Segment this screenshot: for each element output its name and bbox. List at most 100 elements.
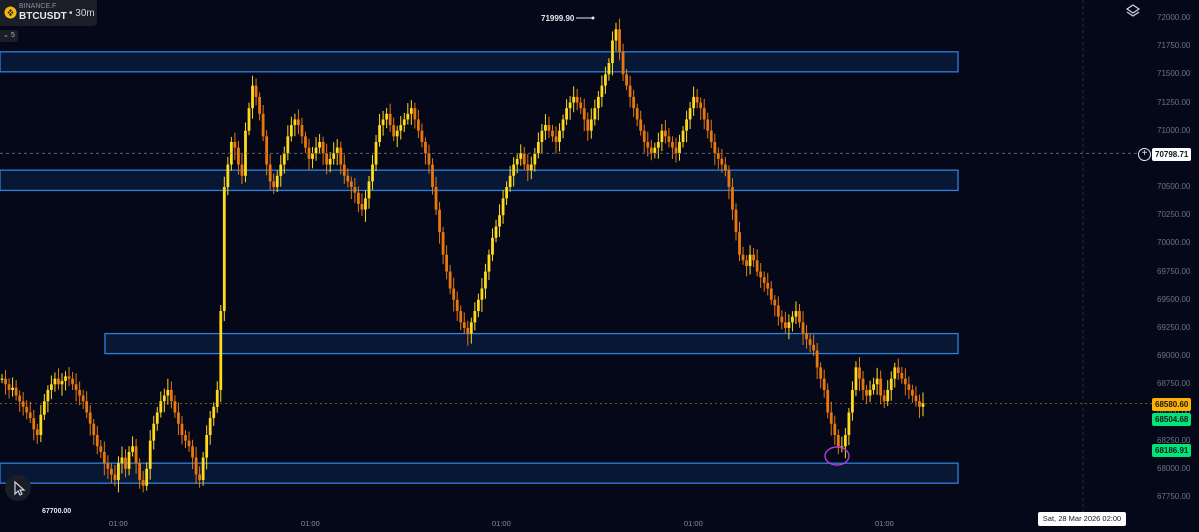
interval-label[interactable]: • 30m [69,8,95,19]
candle-body [131,446,134,452]
y-tick-label: 69250.00 [1157,322,1191,332]
candle-body [409,108,413,114]
candle-body [561,119,565,131]
candle-body [674,147,678,154]
candle-body [201,457,205,481]
candle-body [787,322,791,328]
candle-body [551,130,554,137]
candle-body [649,147,653,154]
candle-body [776,305,780,317]
candle-body [582,108,586,120]
candle-body [851,389,854,413]
layers-icon[interactable] [1124,3,1142,19]
candle-body [554,136,558,142]
candle-body [328,158,332,165]
candle-body [494,226,498,238]
candle-body [57,378,60,385]
x-tick-label: 01:00 [109,519,128,528]
candle-body [540,130,544,142]
candle-body [353,187,357,193]
candle-body [805,333,808,340]
candle-body [896,367,900,374]
low-label: 67700.00 [42,508,72,515]
candle-body [731,187,734,210]
candle-body [247,108,251,131]
candle-body [688,108,692,120]
candle-body [311,153,314,159]
symbol-label: BTCUSDT [19,11,67,22]
candle-body [261,113,265,137]
candle-body [81,395,85,402]
candle-body [92,423,96,436]
candle-body [349,181,353,188]
candle-body [205,435,209,458]
candle-body [293,119,297,126]
candle-body [318,141,321,148]
candle-body [388,113,392,126]
candle-body [607,63,611,75]
candle-body [858,367,861,379]
candle-body [371,164,374,182]
candle-body [692,96,696,109]
y-tick-label: 68500.00 [1157,407,1191,417]
candle-body [420,130,424,142]
y-tick-label: 70000.00 [1157,238,1191,248]
candle-body [117,463,120,481]
chevron-down-icon[interactable]: ⌄ [3,32,9,39]
candle-body [438,209,441,233]
candle-body [480,288,484,300]
candle-body [505,187,509,199]
candle-body [14,387,18,396]
last-price-tag: 68580.60 [1152,398,1192,411]
candle-body [466,327,470,334]
candle-body [868,389,872,396]
drawing-tool-button[interactable] [5,475,31,501]
candle-body [177,412,180,424]
candle-body [67,376,71,379]
y-tick-label: 67750.00 [1157,492,1191,501]
candle-body [297,119,300,126]
candle-body [519,153,523,159]
candle-body [903,378,907,385]
candle-body [533,153,537,165]
candle-body [854,367,858,390]
candle-body [628,85,632,97]
candle-body [448,271,452,289]
candle-body [381,119,385,126]
candle-body [314,147,318,154]
symbol-header[interactable]: BINANCE.F BTCUSDT • 30m [0,0,97,26]
candle-body [611,40,614,64]
candle-body [431,164,434,188]
candle-body [716,153,720,159]
y-tick-label: 71750.00 [1157,41,1191,51]
candle-body [424,141,427,154]
candle-body [558,130,561,142]
candle-body [240,164,244,176]
candle-body [914,395,918,402]
candle-body [741,254,745,261]
candle-body [332,153,336,159]
candle-body [529,164,533,171]
candle-body [229,141,233,165]
candle-body [279,164,283,176]
candle-body [339,147,343,165]
bid-tag: 68504.68 [1152,413,1192,426]
candle-body [586,119,590,131]
candle-body [138,463,142,481]
candle-body [85,401,89,413]
candle-body [258,96,261,114]
candle-body [706,119,710,131]
candle-body [159,401,163,413]
y-tick-label: 70500.00 [1157,182,1191,192]
candle-body [642,130,646,142]
candle-body [184,435,187,441]
indicator-toggle[interactable]: ⌄ 5 [0,30,18,42]
candle-body [385,113,389,120]
candle-body [109,468,113,475]
candle-body [900,373,904,379]
x-tick-label: 01:00 [492,519,511,528]
plus-circle-icon[interactable]: + [1138,148,1151,161]
y-tick-label: 69000.00 [1157,351,1191,361]
